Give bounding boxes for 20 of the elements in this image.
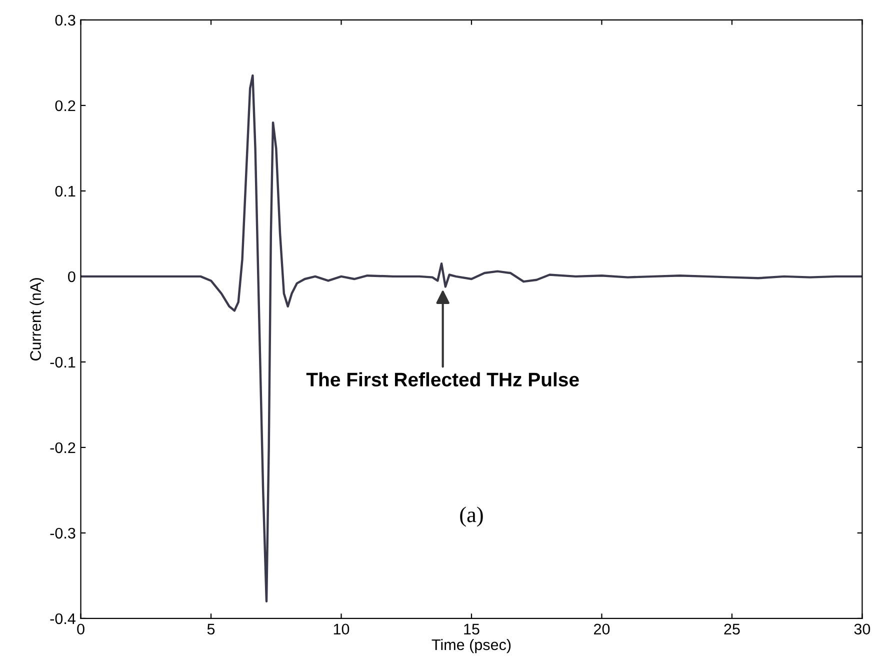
x-tick-label: 10 — [334, 624, 350, 635]
annotation: The First Reflected THz Pulse — [306, 372, 579, 386]
x-tick-label: 30 — [854, 624, 870, 635]
y-axis-title: Current (nA) — [30, 278, 44, 360]
x-tick-label: 15 — [464, 624, 480, 635]
y-tick-label: 0 — [68, 271, 76, 282]
line-series — [80, 74, 862, 602]
y-tick-label: -0.4 — [50, 613, 76, 624]
y-tick-label: 0.3 — [55, 14, 76, 26]
y-tick-label: 0.1 — [55, 186, 76, 197]
x-axis-title: Time (psec) — [432, 638, 511, 654]
x-tick-label: 25 — [724, 624, 740, 635]
y-tick-label: -0.2 — [50, 442, 76, 454]
x-tick-label: 0 — [77, 624, 84, 635]
x-tick-label: 20 — [594, 624, 610, 635]
x-tick-label: 5 — [207, 624, 215, 635]
y-tick-label: -0.3 — [50, 528, 76, 539]
y-tick-label: 0.2 — [55, 100, 76, 112]
y-tick-label: -0.1 — [50, 356, 76, 368]
annotation: (a) — [460, 506, 483, 527]
